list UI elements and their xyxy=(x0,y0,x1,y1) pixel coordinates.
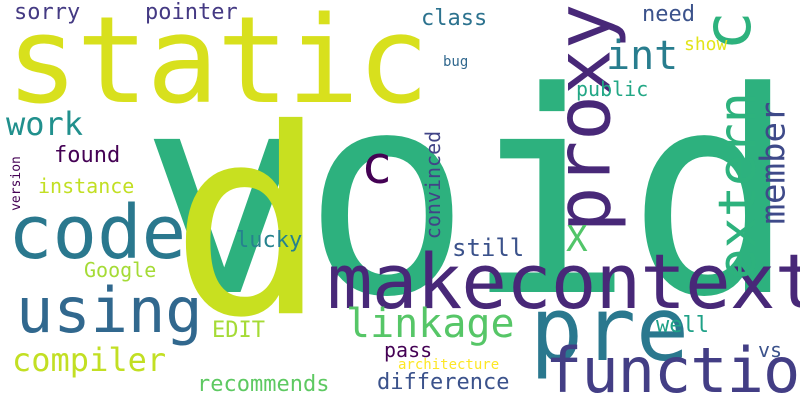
word-still: still xyxy=(452,234,525,262)
word-using: using xyxy=(16,274,203,347)
word-lucky: lucky xyxy=(236,228,303,253)
word-instance: instance xyxy=(38,174,135,198)
word-c-small: c xyxy=(361,136,393,196)
word-compiler: compiler xyxy=(12,341,167,379)
word-static: static xyxy=(6,0,429,131)
word-version: version xyxy=(8,156,24,211)
word-convinced: convinced xyxy=(421,130,446,240)
word-pointer: pointer xyxy=(145,0,238,25)
word-void: void xyxy=(140,33,796,359)
word-int: int xyxy=(606,33,679,79)
word-found: found xyxy=(54,143,121,168)
word-sorry: sorry xyxy=(14,0,81,25)
word-edit: EDIT xyxy=(212,318,265,343)
word-need: need xyxy=(642,2,695,27)
word-architecture: architecture xyxy=(398,357,500,373)
word-bug: bug xyxy=(443,54,469,70)
word-public: public xyxy=(576,77,649,101)
word-recommends: recommends xyxy=(197,372,330,397)
word-pre: pre xyxy=(530,278,689,381)
word-member: member xyxy=(753,101,794,225)
word-x: X xyxy=(566,219,588,260)
word-function: function xyxy=(545,334,800,400)
word-show: show xyxy=(684,34,728,55)
word-makecontext: makecontext xyxy=(327,237,800,326)
word-linkage: linkage xyxy=(346,301,515,347)
word-work: work xyxy=(6,105,84,143)
word-p: p xyxy=(170,109,327,400)
word-well: well xyxy=(656,313,709,338)
word-google: Google xyxy=(84,258,157,282)
word-vs: vs xyxy=(758,338,783,362)
word-code: code xyxy=(8,190,187,276)
word-pass: pass xyxy=(384,338,433,362)
word-class: class xyxy=(421,6,488,31)
word-difference: difference xyxy=(377,370,510,395)
